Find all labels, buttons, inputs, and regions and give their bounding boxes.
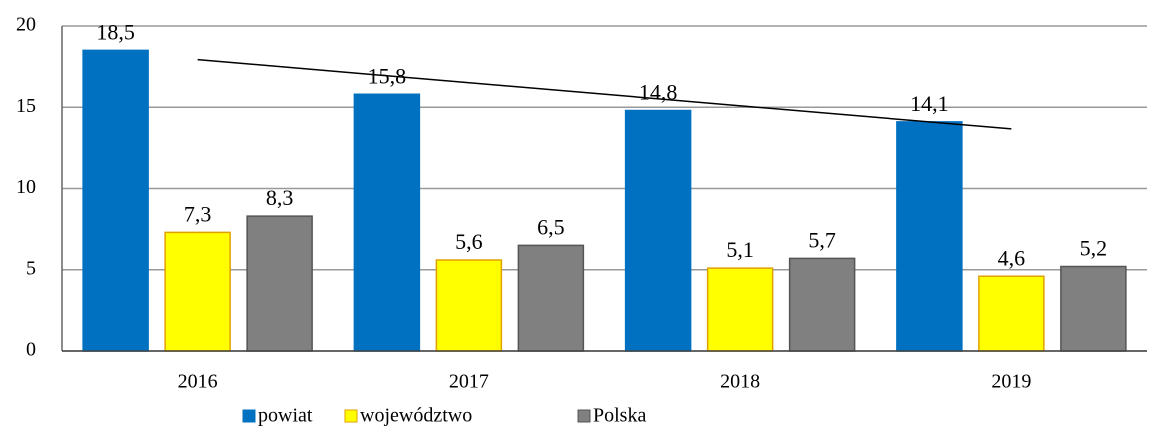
bar [517,244,585,352]
data-label: 6,5 [537,214,565,239]
y-tick-label: 5 [26,257,36,279]
data-label: 14,8 [639,80,678,105]
trendline [197,58,1012,130]
bar [164,231,231,352]
legend-label: Polska [593,405,646,427]
bar [435,259,503,352]
legend-swatch [242,409,256,423]
bar [353,93,421,352]
y-tick-label: 0 [26,339,36,361]
bar [82,49,149,352]
bar [624,109,692,352]
data-label: 5,6 [455,229,483,254]
data-label: 5,7 [808,227,836,252]
legend-swatch [344,409,358,423]
legend-label: powiat [258,405,313,427]
y-tick-label: 20 [16,14,36,36]
data-label: 5,1 [726,237,754,262]
bar [246,215,313,352]
x-tick-label: 2018 [720,371,760,393]
bar [978,275,1045,352]
x-tick-label: 2016 [178,371,218,393]
data-label: 7,3 [184,201,212,226]
legend-swatch [577,409,591,423]
bar [1060,265,1127,352]
bar [788,257,856,352]
data-label: 4,6 [998,245,1026,270]
data-label: 5,2 [1080,236,1108,261]
y-tick-label: 15 [16,95,36,117]
data-label: 14,1 [910,91,949,116]
x-tick-label: 2017 [449,371,489,393]
legend-label: województwo [360,405,472,427]
bar [896,121,963,352]
x-tick-label: 2019 [991,371,1031,393]
bar [706,267,774,352]
data-label: 18,5 [96,19,135,44]
y-tick-label: 10 [16,176,36,198]
data-label: 8,3 [266,185,294,210]
